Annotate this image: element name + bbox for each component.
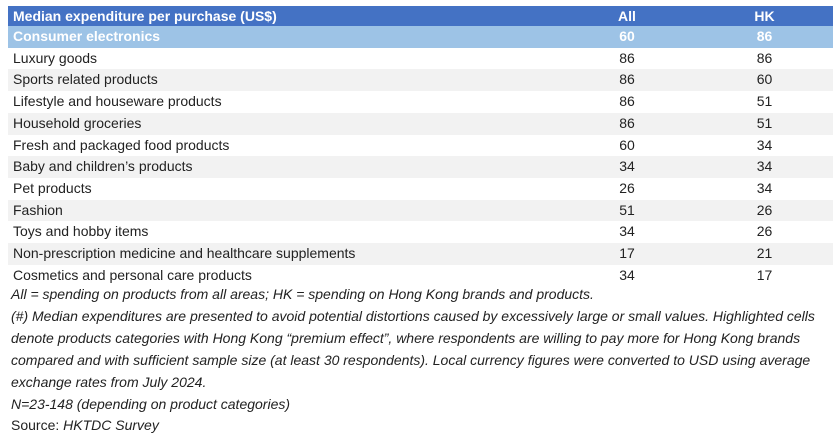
row-category: Household groceries	[8, 112, 558, 135]
row-category: Fresh and packaged food products	[8, 134, 558, 157]
table-notes: All = spending on products from all area…	[11, 284, 831, 437]
row-hk-value: 51	[696, 112, 833, 135]
row-category: Sports related products	[8, 69, 558, 92]
row-all-value: 86	[558, 91, 696, 113]
row-category: Lifestyle and houseware products	[8, 91, 558, 113]
row-all-value: 86	[558, 69, 696, 92]
row-all-value: 34	[558, 264, 696, 287]
source-name: HKTDC Survey	[63, 417, 159, 434]
table-row: Toys and hobby items 34 26	[8, 221, 833, 244]
row-hk-value: 34	[696, 177, 833, 200]
table-row: Non-prescription medicine and healthcare…	[8, 243, 833, 265]
header-category: Median expenditure per purchase (US$)	[8, 6, 558, 26]
row-category: Toys and hobby items	[8, 221, 558, 244]
table-row: Sports related products 86 60	[8, 69, 833, 92]
source-label: Source:	[11, 417, 60, 434]
row-category: Non-prescription medicine and healthcare…	[8, 243, 558, 265]
row-category: Baby and children’s products	[8, 156, 558, 178]
table-row: Luxury goods 86 86	[8, 47, 833, 70]
row-category: Consumer electronics	[8, 26, 558, 48]
row-category: Pet products	[8, 177, 558, 200]
row-category: Luxury goods	[8, 47, 558, 70]
row-hk-value: 34	[696, 134, 833, 157]
source-line: Source: HKTDC Survey	[11, 415, 831, 437]
row-all-value: 26	[558, 177, 696, 200]
row-all-value: 86	[558, 112, 696, 135]
row-hk-value: 34	[696, 156, 833, 178]
table-row: Consumer electronics 60 86	[8, 26, 833, 48]
row-hk-value: 60	[696, 69, 833, 92]
row-all-value: 60	[558, 26, 696, 48]
row-hk-value: 26	[696, 221, 833, 244]
row-hk-value: 86	[696, 26, 833, 48]
row-hk-value: 26	[696, 199, 833, 222]
table-row: Baby and children’s products 34 34	[8, 156, 833, 178]
footnote: (#) Median expenditures are presented to…	[11, 307, 815, 390]
table-row: Cosmetics and personal care products 34 …	[8, 264, 833, 287]
table-row: Pet products 26 34	[8, 177, 833, 200]
row-hk-value: 17	[696, 264, 833, 287]
row-hk-value: 21	[696, 243, 833, 265]
table-header-row: Median expenditure per purchase (US$) Al…	[8, 6, 833, 26]
row-category: Cosmetics and personal care products	[8, 264, 558, 287]
expenditure-table: Median expenditure per purchase (US$) Al…	[8, 6, 833, 287]
row-all-value: 17	[558, 243, 696, 265]
table-row: Fashion 51 26	[8, 199, 833, 222]
table-row: Lifestyle and houseware products 86 51	[8, 91, 833, 113]
row-all-value: 51	[558, 199, 696, 222]
header-hk: HK	[696, 6, 833, 26]
sample-size-note: N=23-148 (depending on product categorie…	[11, 395, 291, 412]
row-category: Fashion	[8, 199, 558, 222]
row-all-value: 34	[558, 221, 696, 244]
legend-note: All = spending on products from all area…	[11, 286, 594, 302]
row-all-value: 60	[558, 134, 696, 157]
table-row: Household groceries 86 51	[8, 112, 833, 135]
row-all-value: 86	[558, 47, 696, 70]
header-all: All	[558, 6, 696, 26]
row-all-value: 34	[558, 156, 696, 178]
row-hk-value: 86	[696, 47, 833, 70]
table-row: Fresh and packaged food products 60 34	[8, 134, 833, 157]
expenditure-table-container: Median expenditure per purchase (US$) Al…	[8, 6, 833, 287]
row-hk-value: 51	[696, 91, 833, 113]
